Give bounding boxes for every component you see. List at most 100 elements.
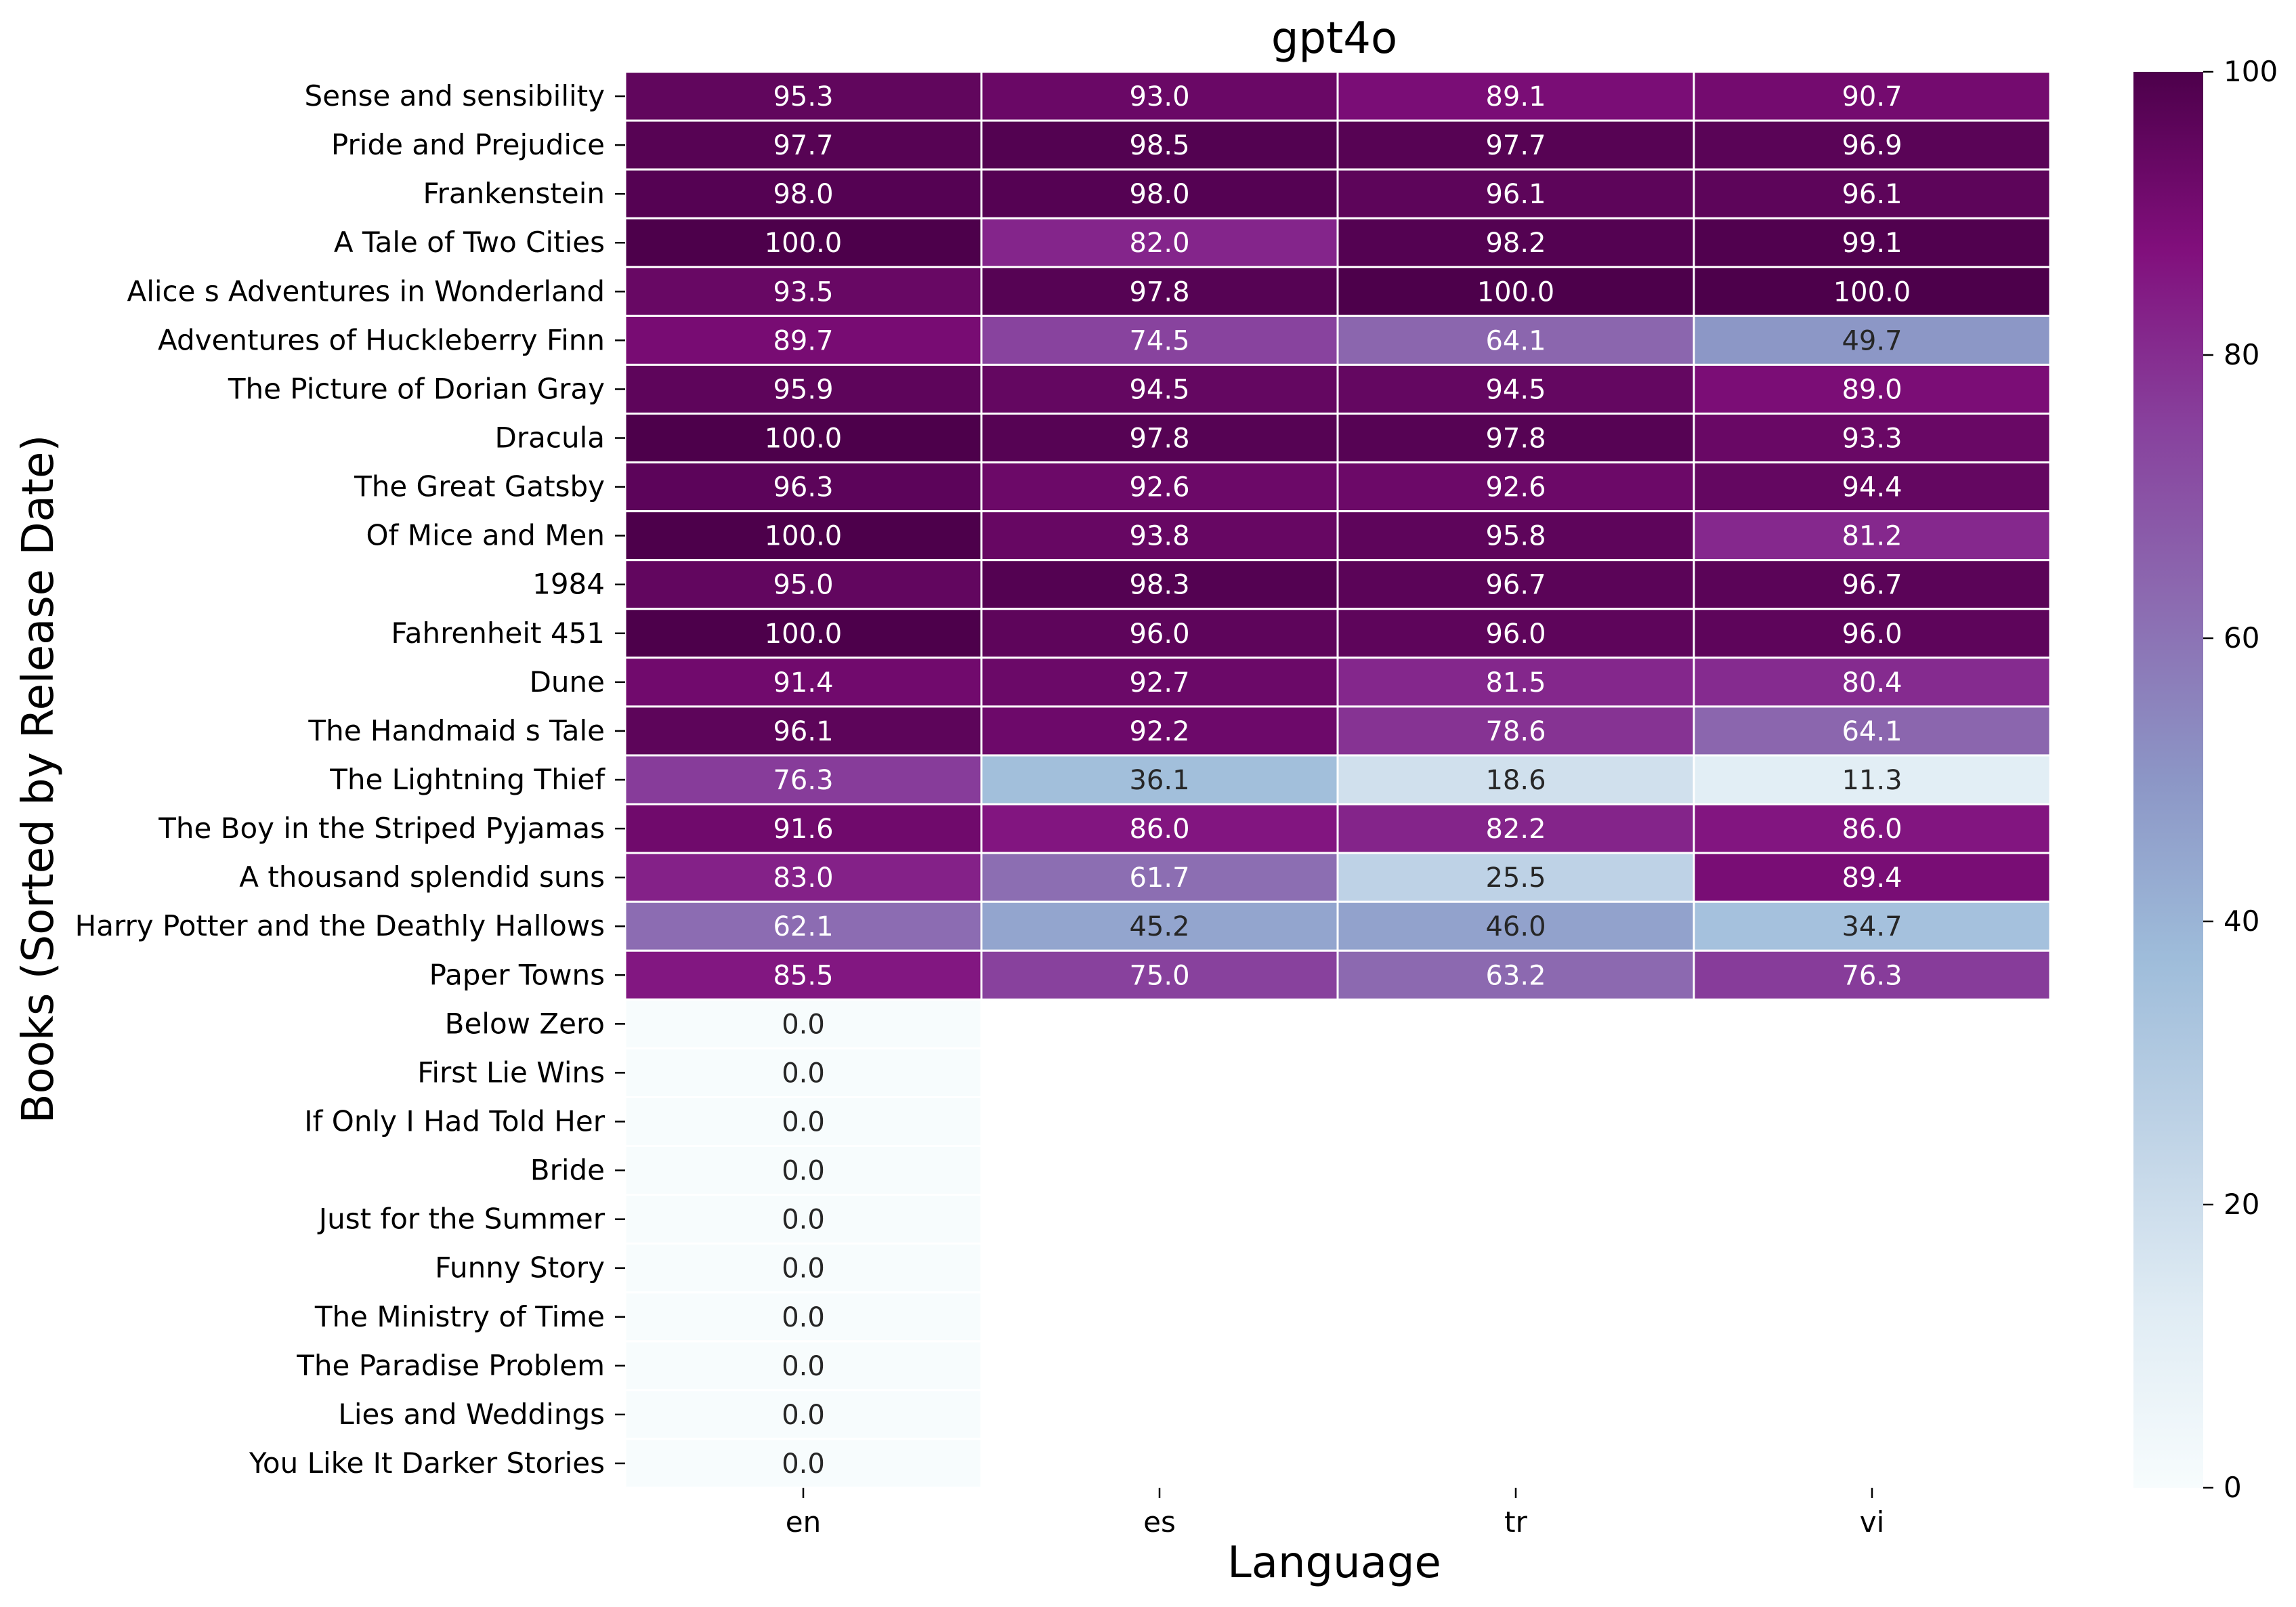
cell-value-label: 89.7 (773, 325, 833, 356)
y-tick-label: Harry Potter and the Deathly Hallows (75, 909, 605, 942)
cell-value-label: 96.1 (1842, 179, 1902, 210)
cell-value-label: 61.7 (1129, 862, 1189, 894)
colorbar-tick-label: 60 (2224, 621, 2259, 654)
cell-value-label: 97.8 (1129, 276, 1189, 308)
cell-value-label: 92.6 (1485, 472, 1546, 503)
cell-value-label: 78.6 (1485, 716, 1546, 747)
heatmap-cell (1693, 70, 2051, 122)
cell-value-label: 96.7 (1842, 570, 1902, 601)
cell-value-label: 82.2 (1485, 814, 1546, 845)
cell-value-label: 74.5 (1129, 325, 1189, 356)
cell-value-label: 82.0 (1129, 228, 1189, 259)
cell-value-label: 86.0 (1842, 814, 1902, 845)
heatmap-cell (1693, 363, 2051, 415)
cell-value-label: 94.4 (1842, 472, 1902, 503)
heatmap-cell (1693, 510, 2051, 562)
cell-value-label: 0.0 (782, 1009, 825, 1040)
y-tick-label: Fahrenheit 451 (391, 617, 605, 650)
cell-value-label: 36.1 (1129, 765, 1189, 796)
cell-value-label: 0.0 (782, 1156, 825, 1187)
heatmap-cell (624, 1047, 983, 1098)
heatmap-cell (1693, 608, 2051, 659)
heatmap-cell (624, 412, 983, 464)
heatmap-cell (624, 608, 983, 659)
cell-value-label: 80.4 (1842, 667, 1902, 698)
y-tick-label: The Boy in the Striped Pyjamas (158, 812, 605, 845)
heatmap-cell (1693, 559, 2051, 610)
heatmap-cell (980, 559, 1339, 610)
y-tick-label: The Paradise Problem (296, 1349, 605, 1382)
cell-value-label: 93.0 (1129, 81, 1189, 112)
cell-value-label: 45.2 (1129, 911, 1189, 942)
y-tick-label: Dracula (495, 421, 605, 455)
cell-value-label: 95.9 (773, 374, 833, 405)
cell-value-label: 96.7 (1485, 570, 1546, 601)
cell-value-label: 64.1 (1485, 325, 1546, 356)
y-tick-label: A Tale of Two Cities (334, 226, 605, 259)
cell-value-label: 81.5 (1485, 667, 1546, 698)
cell-value-label: 91.4 (773, 667, 833, 698)
cell-value-label: 0.0 (782, 1253, 825, 1285)
heatmap-cell (1693, 900, 2051, 952)
y-tick-label: 1984 (532, 568, 605, 601)
cell-value-label: 98.0 (1129, 179, 1189, 210)
colorbar-tick-label: 80 (2224, 338, 2259, 371)
cell-value-label: 89.4 (1842, 862, 1902, 894)
cell-value-label: 92.7 (1129, 667, 1189, 698)
y-tick-label: If Only I Had Told Her (304, 1104, 605, 1138)
heatmap-cell (1693, 705, 2051, 757)
cell-value-label: 0.0 (782, 1058, 825, 1089)
heatmap-cell (980, 852, 1339, 903)
cell-value-label: 89.1 (1485, 81, 1546, 112)
heatmap-cell (1693, 949, 2051, 1001)
cell-value-label: 97.7 (1485, 130, 1546, 161)
heatmap-cell (1693, 314, 2051, 366)
cell-value-label: 96.0 (1842, 619, 1902, 650)
colorbar-tick-label: 20 (2224, 1188, 2259, 1221)
y-tick-label: Paper Towns (429, 958, 605, 991)
heatmap-cell (1693, 266, 2051, 317)
cell-value-label: 100.0 (765, 619, 843, 650)
cell-value-label: 96.1 (1485, 179, 1546, 210)
y-tick-label: Frankenstein (423, 177, 605, 210)
cell-value-label: 96.3 (773, 472, 833, 503)
heatmap-cell (624, 949, 983, 1001)
cell-value-label: 95.0 (773, 570, 833, 601)
cell-value-label: 0.0 (782, 1448, 825, 1480)
heatmap-cells: 95.3 93.0 89.1 90.7 97.7 98.5 97.7 96.9 98.0 98.0… (624, 70, 2051, 1489)
heatmap-cell (980, 705, 1339, 757)
y-tick-label: Alice s Adventures in Wonderland (127, 274, 605, 308)
y-tick-label: Bride (530, 1154, 605, 1187)
cell-value-label: 100.0 (1833, 276, 1911, 308)
cell-value-label: 100.0 (765, 423, 843, 455)
heatmap-cell (980, 119, 1339, 171)
cell-value-label: 81.2 (1842, 521, 1902, 552)
cell-value-label: 76.3 (773, 765, 833, 796)
cell-value-label: 98.2 (1485, 228, 1546, 259)
heatmap-cell (624, 656, 983, 708)
x-tick-label: en (786, 1505, 821, 1539)
heatmap-cell (624, 1145, 983, 1196)
cell-value-label: 100.0 (1477, 276, 1555, 308)
heatmap-cell (624, 510, 983, 562)
cell-value-label: 0.0 (782, 1106, 825, 1138)
cell-value-label: 49.7 (1842, 325, 1902, 356)
y-tick-label: Just for the Summer (317, 1203, 605, 1236)
y-tick-label: The Picture of Dorian Gray (228, 372, 605, 405)
heatmap-cell (1336, 608, 1695, 659)
cell-value-label: 98.3 (1129, 570, 1189, 601)
cell-value-label: 96.0 (1485, 619, 1546, 650)
cell-value-label: 90.7 (1842, 81, 1902, 112)
heatmap-cell (1693, 119, 2051, 171)
cell-value-label: 100.0 (765, 228, 843, 259)
cell-value-label: 92.6 (1129, 472, 1189, 503)
y-tick-label: Adventures of Huckleberry Finn (158, 323, 605, 356)
cell-value-label: 64.1 (1842, 716, 1902, 747)
y-tick-label: The Great Gatsby (354, 470, 605, 503)
y-tick-label: A thousand splendid suns (239, 860, 605, 894)
colorbar: 0 20 40 60 80 100 (2133, 55, 2278, 1504)
heatmap-cell (1336, 412, 1695, 464)
heatmap-cell (980, 900, 1339, 952)
heatmap-cell (1693, 656, 2051, 708)
